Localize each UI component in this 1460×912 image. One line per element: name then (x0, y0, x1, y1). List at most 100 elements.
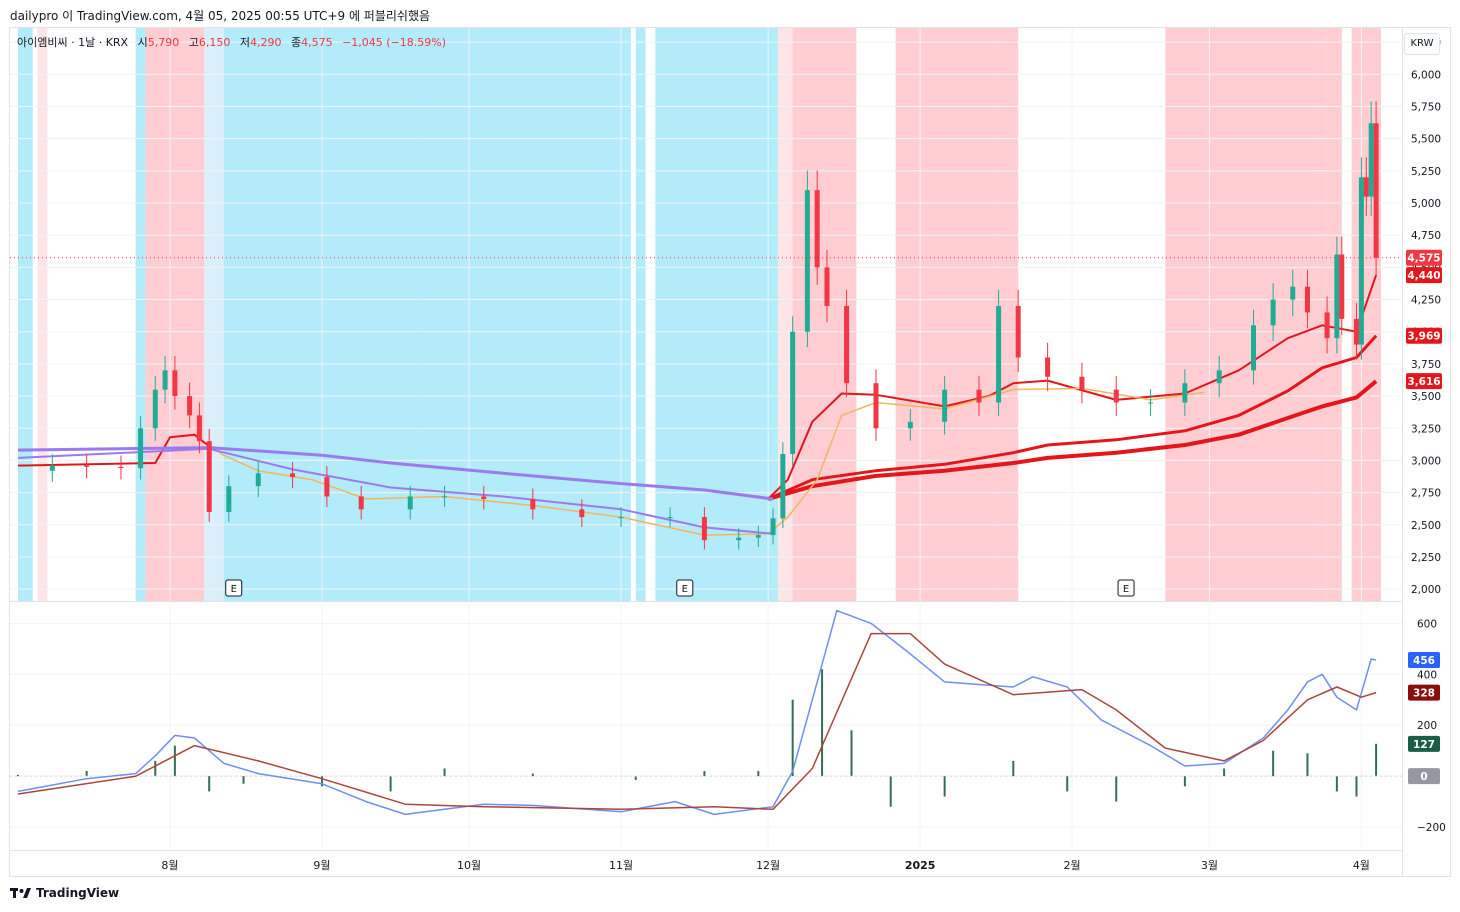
macd-badge (1408, 768, 1440, 785)
macd-axis-label: 600 (1417, 618, 1437, 630)
price-badge (1406, 249, 1442, 266)
legend-open-label: 시 (137, 36, 148, 49)
price-axis-label: 2,250 (1411, 552, 1441, 564)
macd-axis-label: 200 (1417, 720, 1437, 732)
time-axis-label: 9월 (313, 859, 330, 872)
price-axis-label: 6,000 (1411, 69, 1441, 81)
signal-band (37, 28, 48, 601)
candle-body (1290, 286, 1296, 300)
time-axis-label: 3월 (1201, 859, 1218, 872)
earnings-marker: E (225, 579, 243, 597)
legend-high-label: 고 (188, 36, 199, 49)
price-axis-label: 4,250 (1411, 295, 1441, 307)
candle-body (942, 389, 948, 422)
macd-badge-label: 328 (1413, 688, 1435, 700)
candle-body (1358, 177, 1364, 345)
legend-close-label: 종 (290, 36, 302, 49)
candle-body (1353, 318, 1359, 345)
candle-body (579, 509, 585, 518)
candle-body (618, 517, 624, 519)
macd-badge (1408, 652, 1440, 669)
price-axis-label: 5,750 (1411, 102, 1441, 114)
macd-line (17, 609, 1377, 816)
time-axis-svg: 8월 9월 10월 11월 12월 2025 2월 3월 4월 (161, 859, 1370, 872)
candle-body (1368, 123, 1374, 197)
price-axis-label: 3,000 (1411, 455, 1441, 467)
signal-band (655, 28, 778, 601)
candle-body (844, 305, 850, 384)
macd-badge-label: 127 (1413, 739, 1435, 751)
candle-body (814, 190, 820, 268)
publish-line: dailypro 이 TradingView.com, 4월 05, 2025 … (10, 9, 431, 23)
macd-chart-svg (10, 603, 1402, 850)
legend-low: 4,290 (249, 36, 282, 49)
macd-pane[interactable] (10, 603, 1402, 850)
candle-body (407, 496, 413, 510)
signal-band (1317, 28, 1328, 601)
candle-body (442, 496, 448, 498)
price-axis-label: 2,000 (1411, 584, 1441, 596)
candle-body (152, 389, 158, 429)
earnings-marker-label: E (682, 584, 688, 595)
signal-band (18, 28, 33, 601)
tradingview-logo-icon (10, 888, 31, 898)
candle-body (1079, 376, 1085, 390)
time-axis-label: 4월 (1353, 859, 1370, 872)
macd-badge (1408, 684, 1440, 701)
price-axis-label: 5,000 (1411, 198, 1441, 210)
price-axis[interactable]: 6,2506,0005,7505,5005,2505,0004,7504,500… (1402, 28, 1451, 877)
macd-axis-label: 400 (1417, 669, 1437, 681)
price-pane[interactable]: E E E 아이엠비씨 · 1날 · KRX 시5,790 고6,150 저4,29… (10, 28, 1402, 602)
price-badge-label: 3,969 (1407, 331, 1440, 343)
candle-body (1304, 286, 1310, 313)
legend-close: 4,575 (301, 36, 333, 49)
macd-badge (1408, 735, 1440, 752)
legend-change: −1,045 (−18.59%) (342, 36, 447, 49)
footer: TradingView (10, 886, 119, 900)
signal-band (621, 28, 631, 601)
price-badge-label: 4,440 (1407, 270, 1440, 282)
candle-body (358, 496, 364, 510)
candle-body (1251, 325, 1257, 371)
legend-symbol: 아이엠비씨 · 1날 · KRX (17, 36, 129, 49)
candle-body (138, 428, 144, 469)
candle-body (976, 389, 982, 403)
signal-band (1165, 28, 1318, 601)
price-badge-label: 4,575 (1407, 253, 1440, 265)
price-badge-label: 3,616 (1407, 376, 1440, 388)
candle-body (1334, 254, 1340, 339)
time-axis-label: 10월 (457, 859, 481, 872)
legend-high: 6,150 (198, 36, 231, 49)
currency-button[interactable]: KRW (1404, 33, 1440, 55)
candle-body (736, 537, 742, 541)
candle-body (206, 441, 212, 512)
price-axis-label: 4,750 (1411, 230, 1441, 242)
candle-body (1045, 357, 1051, 377)
candle-body (1216, 370, 1222, 384)
macd-badge-label: 0 (1420, 771, 1427, 783)
macd-axis-label: −200 (1417, 822, 1446, 834)
candle-body (1339, 254, 1345, 319)
candle-body (907, 421, 913, 429)
price-badge (1406, 267, 1442, 284)
chart-frame: E E E 아이엠비씨 · 1날 · KRX 시5,790 고6,150 저4,29… (9, 27, 1451, 877)
moving-average-line (767, 379, 1378, 501)
signal-line (17, 632, 1377, 811)
signal-band (145, 28, 205, 601)
candle-body (780, 453, 786, 519)
moving-average-line (17, 446, 774, 501)
price-axis-label: 5,250 (1411, 166, 1441, 178)
earnings-marker: E (676, 579, 694, 597)
candle-body (824, 267, 830, 306)
moving-average-line (767, 274, 1378, 500)
candle-body (324, 477, 330, 497)
price-axis-label: 3,250 (1411, 423, 1441, 435)
price-badge (1406, 373, 1442, 390)
candle-body (187, 396, 193, 416)
time-axis[interactable]: 8월 9월 10월 11월 12월 2025 2월 3월 4월 (10, 850, 1402, 877)
candle-body (1113, 389, 1119, 403)
signal-band (635, 28, 646, 601)
candle-body (1182, 383, 1188, 403)
candle-body (755, 535, 761, 538)
